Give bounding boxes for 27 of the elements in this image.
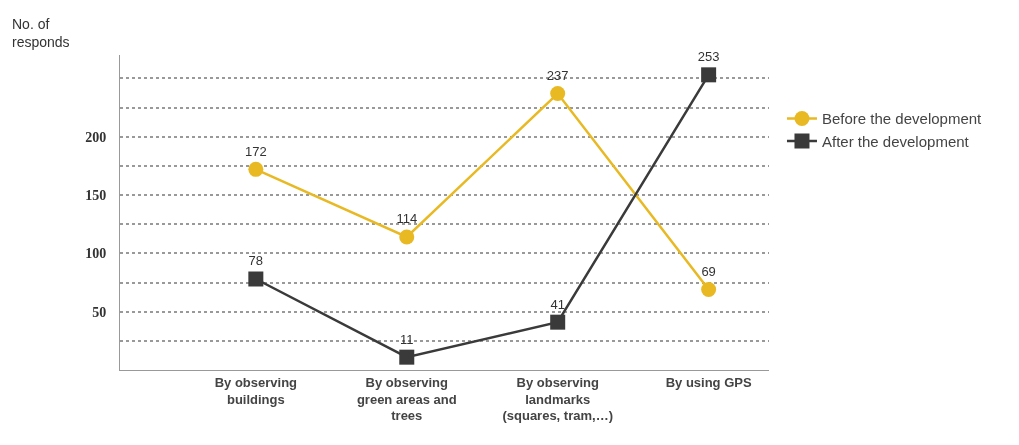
- point: [248, 161, 264, 177]
- point: [399, 349, 415, 365]
- data-label: 78: [248, 253, 264, 269]
- y-tick-label: 150: [85, 187, 107, 203]
- point: [248, 271, 264, 287]
- y-tick-label: 100: [85, 246, 107, 262]
- y-tick-label: 200: [85, 129, 107, 145]
- legend-label: After the development: [821, 132, 970, 150]
- point: [701, 282, 717, 297]
- x-tick-label: By observing buildings: [214, 374, 298, 407]
- y-tick-label: 50: [92, 304, 107, 320]
- data-label: 69: [701, 263, 716, 279]
- x-tick-label: By observing green areas and trees: [356, 374, 457, 424]
- data-label: 172: [244, 143, 267, 159]
- data-label: 114: [396, 211, 418, 227]
- point: [550, 86, 566, 101]
- point: [550, 314, 566, 330]
- x-tick-label: By observing landmarks (squares, tram,…): [502, 374, 613, 424]
- x-tick-label: By using GPS: [665, 374, 752, 390]
- data-label: 11: [400, 331, 414, 347]
- data-label: 41: [550, 296, 565, 312]
- data-label: 237: [546, 67, 569, 83]
- y-axis-title: No. of responds: [12, 16, 70, 51]
- point: [399, 229, 415, 245]
- legend-label: Before the development: [821, 110, 983, 128]
- point: [701, 67, 717, 83]
- data-label: 253: [697, 49, 720, 65]
